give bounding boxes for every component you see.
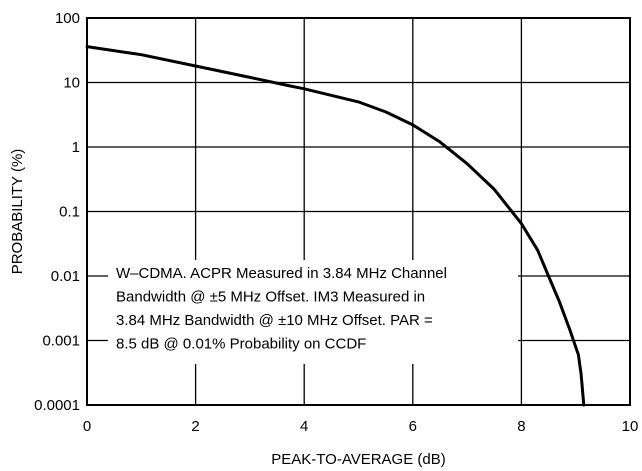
annotation-background bbox=[108, 260, 518, 364]
y-tick-label: 10 bbox=[63, 75, 80, 92]
x-tick-labels: 0 2 4 6 8 10 bbox=[83, 418, 639, 435]
annotation-line: 8.5 dB @ 0.01% Probability on CCDF bbox=[116, 336, 366, 353]
y-tick-labels: 100 10 1 0.1 0.01 0.001 0.0001 bbox=[34, 10, 80, 414]
y-tick-label: 0.01 bbox=[51, 268, 80, 285]
ccdf-curve bbox=[85, 45, 586, 407]
y-tick-label: 0.0001 bbox=[34, 397, 80, 414]
y-tick-label: 100 bbox=[55, 10, 80, 27]
annotation-line: 3.84 MHz Bandwidth @ ±10 MHz Offset. PAR… bbox=[116, 312, 433, 329]
annotation-line: Bandwidth @ ±5 MHz Offset. IM3 Measured … bbox=[116, 289, 425, 306]
annotation: W–CDMA. ACPR Measured in 3.84 MHz Channe… bbox=[108, 260, 518, 364]
x-tick-label: 2 bbox=[191, 418, 199, 435]
y-tick-label: 1 bbox=[72, 139, 80, 156]
x-tick-label: 4 bbox=[300, 418, 308, 435]
x-tick-label: 6 bbox=[409, 418, 417, 435]
x-axis-label: PEAK-TO-AVERAGE (dB) bbox=[271, 451, 446, 468]
x-tick-label: 0 bbox=[83, 418, 91, 435]
y-tick-label: 0.001 bbox=[42, 333, 80, 350]
x-tick-label: 10 bbox=[622, 418, 639, 435]
series-layer bbox=[85, 45, 586, 407]
plot-frame bbox=[86, 17, 631, 406]
y-tick-label: 0.1 bbox=[59, 204, 80, 221]
annotation-line: W–CDMA. ACPR Measured in 3.84 MHz Channe… bbox=[116, 265, 447, 282]
x-tick-label: 8 bbox=[517, 418, 525, 435]
y-axis-label: PROBABILITY (%) bbox=[9, 149, 26, 275]
